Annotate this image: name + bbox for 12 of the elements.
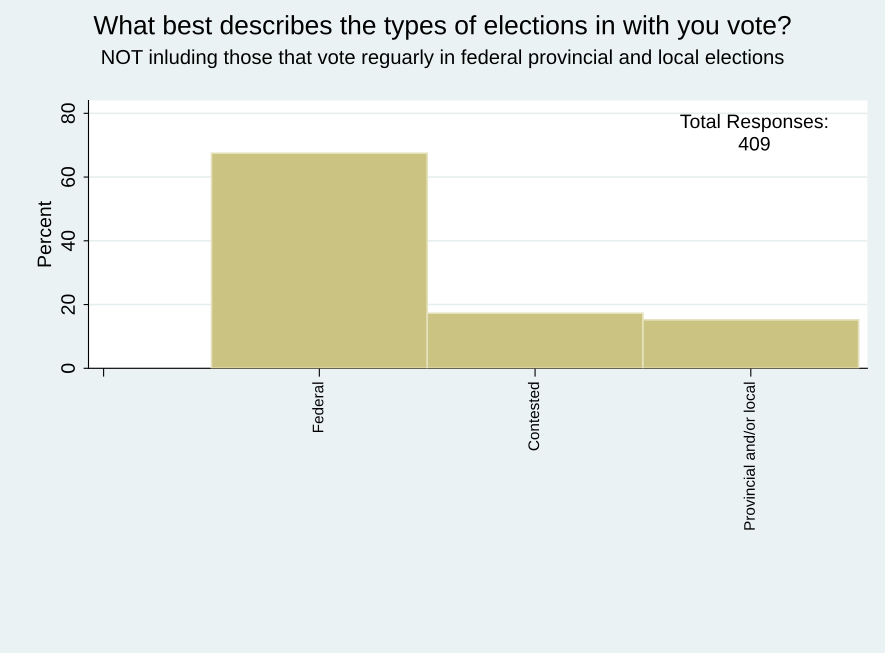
- y-tick-label: 0: [61, 364, 75, 373]
- y-tick-label: 60: [61, 167, 75, 187]
- chart-subtitle: NOT inluding those that vote reguarly in federal provincial and local elections: [102, 49, 784, 68]
- y-tick-label: 20: [61, 294, 75, 314]
- y-axis-title: Percent: [38, 201, 52, 266]
- annotation: Total Responses: 409: [680, 114, 828, 151]
- chart-title: What best describes the types of elections in with you vote?: [94, 15, 791, 40]
- y-tick-label: 40: [61, 230, 75, 252]
- x-tick-label: Provincial and/or local: [744, 382, 755, 530]
- y-tick-label: 80: [61, 103, 75, 124]
- x-tick-label: Contested: [528, 382, 540, 450]
- x-tick-label: Federal: [312, 382, 324, 432]
